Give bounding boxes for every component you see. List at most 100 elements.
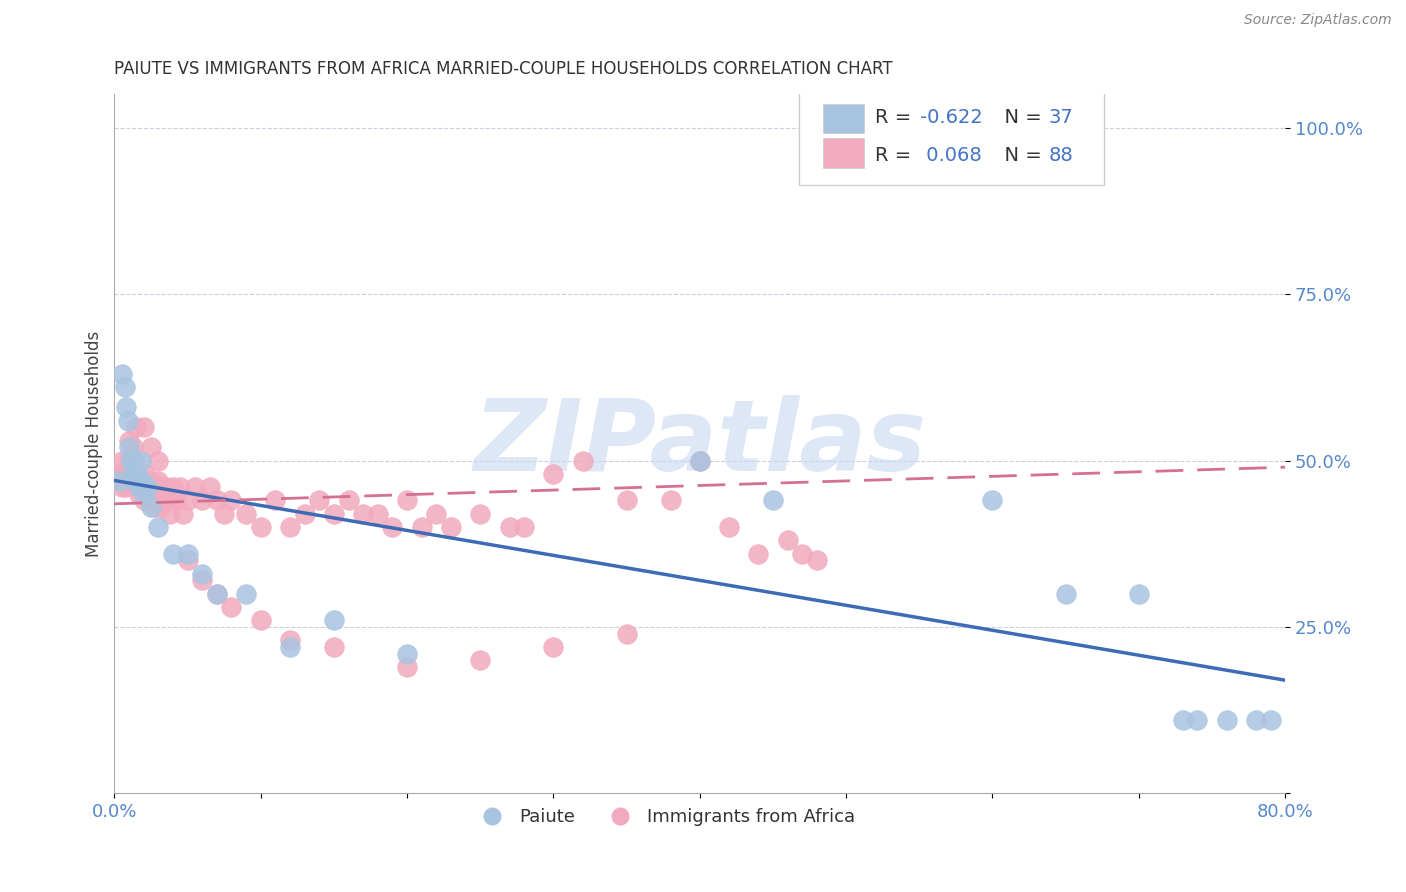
Point bbox=[1054, 587, 1077, 601]
Point bbox=[571, 453, 593, 467]
Point bbox=[127, 474, 149, 488]
Point bbox=[1128, 587, 1150, 601]
Point bbox=[294, 507, 316, 521]
Point bbox=[205, 587, 228, 601]
Point bbox=[425, 507, 447, 521]
Point bbox=[107, 474, 129, 488]
Point bbox=[1215, 713, 1237, 727]
Text: ZIPatlas: ZIPatlas bbox=[474, 395, 927, 492]
Point bbox=[122, 467, 145, 481]
Point bbox=[111, 453, 134, 467]
Point bbox=[148, 453, 170, 467]
Point bbox=[131, 474, 153, 488]
Y-axis label: Married-couple Households: Married-couple Households bbox=[86, 331, 103, 557]
Point bbox=[198, 480, 221, 494]
Point bbox=[129, 474, 152, 488]
Point bbox=[205, 493, 228, 508]
Point bbox=[205, 587, 228, 601]
Point bbox=[659, 493, 682, 508]
Point bbox=[470, 653, 492, 667]
Point bbox=[498, 520, 520, 534]
Point bbox=[323, 613, 346, 627]
Point bbox=[115, 480, 138, 494]
Point bbox=[172, 507, 194, 521]
Point bbox=[337, 493, 360, 508]
Point bbox=[162, 547, 184, 561]
Legend: Paiute, Immigrants from Africa: Paiute, Immigrants from Africa bbox=[467, 801, 862, 833]
Point bbox=[138, 487, 160, 501]
Point bbox=[184, 480, 207, 494]
Point bbox=[806, 553, 828, 567]
Point bbox=[616, 493, 638, 508]
Point bbox=[127, 480, 149, 494]
Point bbox=[176, 547, 198, 561]
Point bbox=[135, 480, 157, 494]
Text: R =: R = bbox=[876, 108, 918, 127]
Point bbox=[323, 507, 346, 521]
Point bbox=[396, 660, 419, 674]
Point bbox=[616, 626, 638, 640]
Point bbox=[142, 493, 165, 508]
Point bbox=[235, 587, 257, 601]
Point bbox=[129, 453, 152, 467]
Text: 37: 37 bbox=[1049, 108, 1073, 127]
Point bbox=[152, 480, 174, 494]
Point bbox=[776, 533, 799, 548]
Point bbox=[278, 640, 301, 654]
Point bbox=[1244, 713, 1267, 727]
Point bbox=[139, 500, 162, 515]
Point bbox=[145, 500, 167, 515]
Point bbox=[440, 520, 463, 534]
Point bbox=[120, 453, 142, 467]
Point bbox=[718, 520, 741, 534]
Point bbox=[212, 507, 235, 521]
Point bbox=[381, 520, 404, 534]
Point bbox=[543, 640, 565, 654]
Point bbox=[134, 467, 156, 481]
Point bbox=[125, 467, 148, 481]
Point bbox=[792, 547, 814, 561]
Point bbox=[118, 453, 141, 467]
Point bbox=[411, 520, 433, 534]
Point bbox=[121, 453, 143, 467]
Point bbox=[132, 487, 155, 501]
Point bbox=[122, 440, 145, 454]
Point bbox=[278, 633, 301, 648]
Point bbox=[148, 520, 170, 534]
Point bbox=[221, 493, 243, 508]
Point bbox=[235, 507, 257, 521]
Point bbox=[124, 474, 146, 488]
Point bbox=[162, 480, 184, 494]
Point bbox=[110, 474, 132, 488]
Point bbox=[112, 467, 135, 481]
Text: -0.622: -0.622 bbox=[920, 108, 983, 127]
Point bbox=[114, 474, 136, 488]
Point bbox=[117, 474, 139, 488]
Point bbox=[111, 367, 134, 381]
Point bbox=[543, 467, 565, 481]
Point bbox=[470, 507, 492, 521]
Point bbox=[308, 493, 330, 508]
Point bbox=[165, 493, 187, 508]
Point bbox=[396, 493, 419, 508]
Point bbox=[139, 474, 162, 488]
Point bbox=[114, 380, 136, 394]
Text: 0.068: 0.068 bbox=[920, 146, 981, 165]
Point bbox=[1187, 713, 1209, 727]
FancyBboxPatch shape bbox=[823, 138, 863, 168]
Point bbox=[191, 566, 214, 581]
Point bbox=[396, 647, 419, 661]
Point bbox=[762, 493, 785, 508]
Point bbox=[125, 467, 148, 481]
Point bbox=[135, 480, 157, 494]
Point bbox=[111, 480, 134, 494]
Point bbox=[169, 480, 191, 494]
Point bbox=[1260, 713, 1282, 727]
Point bbox=[132, 420, 155, 434]
Text: Source: ZipAtlas.com: Source: ZipAtlas.com bbox=[1244, 13, 1392, 28]
Point bbox=[352, 507, 374, 521]
Point bbox=[221, 599, 243, 614]
Text: N =: N = bbox=[993, 146, 1049, 165]
Point bbox=[139, 440, 162, 454]
Point bbox=[107, 467, 129, 481]
